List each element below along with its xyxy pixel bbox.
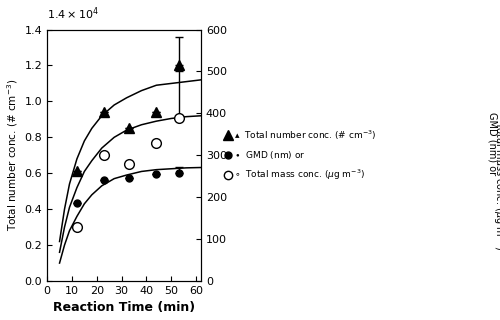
- Y-axis label: Total number conc. (# cm$^{-3}$): Total number conc. (# cm$^{-3}$): [6, 79, 20, 231]
- Text: GMD (nm) or: GMD (nm) or: [488, 112, 498, 176]
- Legend: $\blacktriangle$  Total number conc. (# cm$^{-3}$), $\bullet$  GMD (nm) or, $\ci: $\blacktriangle$ Total number conc. (# c…: [224, 128, 376, 182]
- Text: $1.4\times10^4$: $1.4\times10^4$: [47, 5, 100, 22]
- X-axis label: Reaction Time (min): Reaction Time (min): [53, 301, 195, 315]
- Text: Total mass conc. ($\mu$g m$^{-3}$): Total mass conc. ($\mu$g m$^{-3}$): [490, 121, 500, 250]
